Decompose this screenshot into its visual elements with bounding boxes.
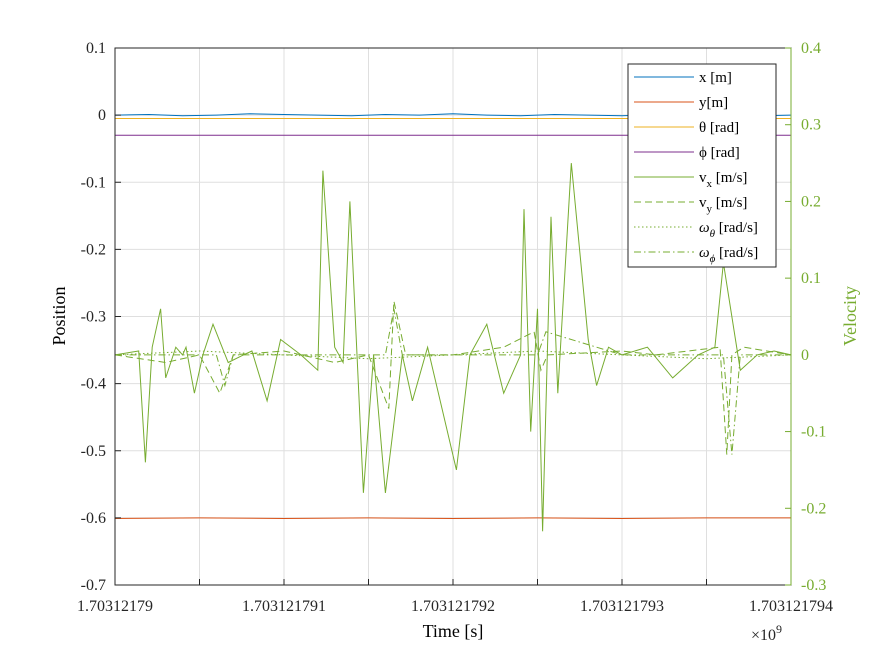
x-exponent-power: 9 xyxy=(776,622,782,636)
legend-label-y: y[m] xyxy=(699,95,728,111)
y-left-tick-label: -0.5 xyxy=(81,443,106,460)
x-exponent-base: ×10 xyxy=(751,627,776,644)
y-axis-label-left: Position xyxy=(49,286,69,345)
legend-label-theta: θ [rad] xyxy=(699,120,739,136)
x-tick-label: 1.703121794 xyxy=(749,598,833,615)
y-right-tick-label: 0 xyxy=(801,347,809,364)
y-axis-label-right: Velocity xyxy=(840,286,860,346)
legend-label-wtheta: ωθ [rad/s] xyxy=(699,220,758,240)
y-left-tick-label: -0.2 xyxy=(81,241,106,258)
y-right-tick-label: -0.1 xyxy=(801,424,826,441)
y-left-tick-label: -0.1 xyxy=(81,174,106,191)
y-left-tick-label: -0.6 xyxy=(81,510,106,527)
x-tick-label: 1.703121792 xyxy=(411,598,495,615)
legend-label-wphi: ωϕ [rad/s] xyxy=(699,245,758,265)
legend-label-vx: vx [m/s] xyxy=(699,170,747,190)
y-right-tick-label: 0.1 xyxy=(801,270,821,287)
x-tick-label: 1.703121793 xyxy=(580,598,664,615)
y-left-tick-label: 0 xyxy=(98,107,106,124)
x-tick-label: 1.70312179 xyxy=(77,598,153,615)
y-left-tick-label: 0.1 xyxy=(86,40,106,57)
y-left-tick-label: -0.3 xyxy=(81,309,106,326)
x-exponent: ×109 xyxy=(751,622,782,644)
series-line-wtheta xyxy=(114,350,792,360)
series-line-y xyxy=(114,517,791,520)
y-left-tick-label: -0.7 xyxy=(81,577,106,594)
series-line-vx xyxy=(114,163,792,532)
ticks: 1.70312179 1.703121791 1.703121792 1.703121… xyxy=(77,40,833,615)
x-axis-label: Time [s] xyxy=(423,621,484,641)
legend-label-x: x [m] xyxy=(699,70,732,86)
y-left-tick-label: -0.4 xyxy=(81,376,106,393)
y-right-tick-label: -0.3 xyxy=(801,577,826,594)
x-tick-label: 1.703121791 xyxy=(242,598,326,615)
y-right-tick-label: 0.2 xyxy=(801,193,821,210)
legend-label-phi: ϕ [rad] xyxy=(699,145,740,161)
series-line-wphi xyxy=(115,308,791,455)
legend: x [m] y[m] θ [rad] ϕ [rad] vx [m/s] vy [m/s] ω… xyxy=(627,63,777,268)
y-right-tick-label: 0.3 xyxy=(801,117,821,134)
series-line-vy xyxy=(114,301,792,455)
y-right-tick-label: -0.2 xyxy=(801,500,826,517)
y-right-tick-label: 0.4 xyxy=(801,40,821,57)
legend-label-vy: vy [m/s] xyxy=(699,195,747,215)
legend-box xyxy=(627,63,777,268)
